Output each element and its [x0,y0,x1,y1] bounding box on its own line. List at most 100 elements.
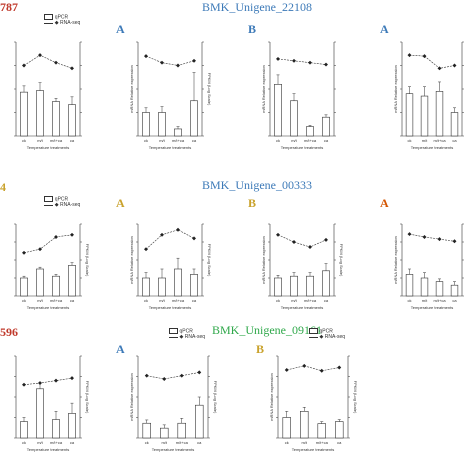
y2-axis-label: FPKM (Log Scale) [353,381,358,414]
point-rnaseq [276,232,280,237]
bar-qpcr [52,419,60,439]
x-tick-label: m/t [301,440,307,445]
row3-fragment-label: 596 [0,325,18,339]
panel-letter: A [380,196,389,210]
x-tick-label: ca [337,440,342,445]
x-tick-label: ck [276,138,280,143]
bar-qpcr [274,83,282,137]
bar-qpcr [322,270,330,297]
bar-qpcr [282,417,291,439]
x-tick-label: m/t+ca [50,138,63,143]
point-rnaseq [276,56,280,61]
x-tick-label: m/t+ca [172,138,185,143]
bar-qpcr [52,275,60,297]
x-axis-label: Temperature treatments [27,305,69,310]
x-tick-label: m/t [159,138,165,143]
bar-qpcr [142,277,150,297]
bar-qpcr [317,423,326,439]
legend-swatch [43,196,53,202]
legend-item-rnaseq: ◆ RNA-seq [43,20,80,26]
x-tick-label: ck [22,440,26,445]
legend-item-rnaseq: ◆ RNA-seq [308,334,345,340]
point-rnaseq [176,63,180,68]
legend-line [308,336,318,338]
line-rnaseq [23,377,73,385]
x-tick-label: ck [145,440,149,445]
y2-axis-label: FPKM (Log Scale) [85,381,90,414]
x-tick-label: m/t [291,298,297,303]
x-tick-label: ca [70,138,75,143]
x-tick-label: m/t [37,298,43,303]
bar-qpcr [306,275,314,297]
legend-item-qpcr: qPCR [43,196,81,203]
bar-qpcr [158,277,166,297]
legend-label: qPCR [54,14,69,21]
x-axis-label: Temperature treatments [281,145,323,150]
line-rnaseq [145,229,195,250]
row1-fragment-label: 787 [0,0,18,14]
x-tick-label: ca [452,138,457,143]
bar-qpcr [450,112,459,137]
line-rnaseq [286,365,340,372]
bar-qpcr [435,91,444,137]
legend-line [168,336,178,338]
legend-item-rnaseq: ◆ RNA-seq [168,334,205,340]
y2-axis-label: FPKM (Log Scale) [213,381,218,414]
point-rnaseq [437,237,442,242]
y-axis-label: mRNA Relative expression [393,65,398,113]
x-axis-label: Temperature treatments [411,305,453,310]
point-rnaseq [22,63,26,68]
x-tick-label: ck [144,298,148,303]
bar-qpcr [160,427,169,439]
y2-axis-label: FPKM (Log Scale) [85,244,90,277]
x-tick-label: ca [70,440,75,445]
x-axis-label: Temperature treatments [149,305,191,310]
y-axis-label: mRNA Relative expression [129,65,134,113]
point-rnaseq [54,60,58,65]
chart-legend: qPCR ◆ RNA-seq [168,328,206,340]
legend-item-qpcr: qPCR [43,14,81,21]
point-rnaseq [452,239,457,244]
x-tick-label: ca [452,298,457,303]
x-tick-label: m/t [161,440,167,445]
x-axis-label: Temperature treatments [27,145,69,150]
row2-fragment-label: 4 [0,180,6,194]
point-rnaseq [422,234,427,239]
x-tick-label: m/t+ca [50,298,63,303]
row3-gene-title: BMK_Unigene_09161 [212,323,322,337]
panel-letter: A [116,196,125,210]
legend-line [43,204,53,206]
bar-qpcr [177,422,186,439]
line-rnaseq [145,55,195,66]
point-rnaseq [324,62,328,67]
bar-qpcr [300,411,309,439]
x-tick-label: m/t+ca [50,440,63,445]
point-rnaseq [54,378,58,383]
line-rnaseq [277,58,327,65]
y-axis-label: mRNA Relative expression [393,236,398,284]
line-rnaseq [23,54,73,69]
chart-r2p4: ck m/t m/t+ca ca Temperature treatments mRNA … [393,223,464,310]
point-rnaseq [192,58,196,63]
point-rnaseq [324,237,328,242]
row1-gene-title: BMK_Unigene_22108 [202,0,312,14]
bar-qpcr [420,277,429,297]
x-tick-label: ck [285,440,289,445]
panel-letter: B [248,196,257,210]
chart-r1p4: ck m/t m/t+ca ca Temperature treatments mRNA … [393,41,464,150]
bar-qpcr [158,112,166,137]
legend-item-qpcr: qPCR [168,328,206,334]
bar-qpcr [290,100,298,137]
bar-qpcr [190,274,198,297]
line-rnaseq [146,372,200,380]
legend-label: qPCR [319,328,333,335]
legend-swatch [308,328,318,334]
x-tick-label: ca [192,298,197,303]
line-rnaseq [277,234,327,248]
legend-label: qPCR [54,196,69,203]
panel-letter: A [380,22,389,36]
